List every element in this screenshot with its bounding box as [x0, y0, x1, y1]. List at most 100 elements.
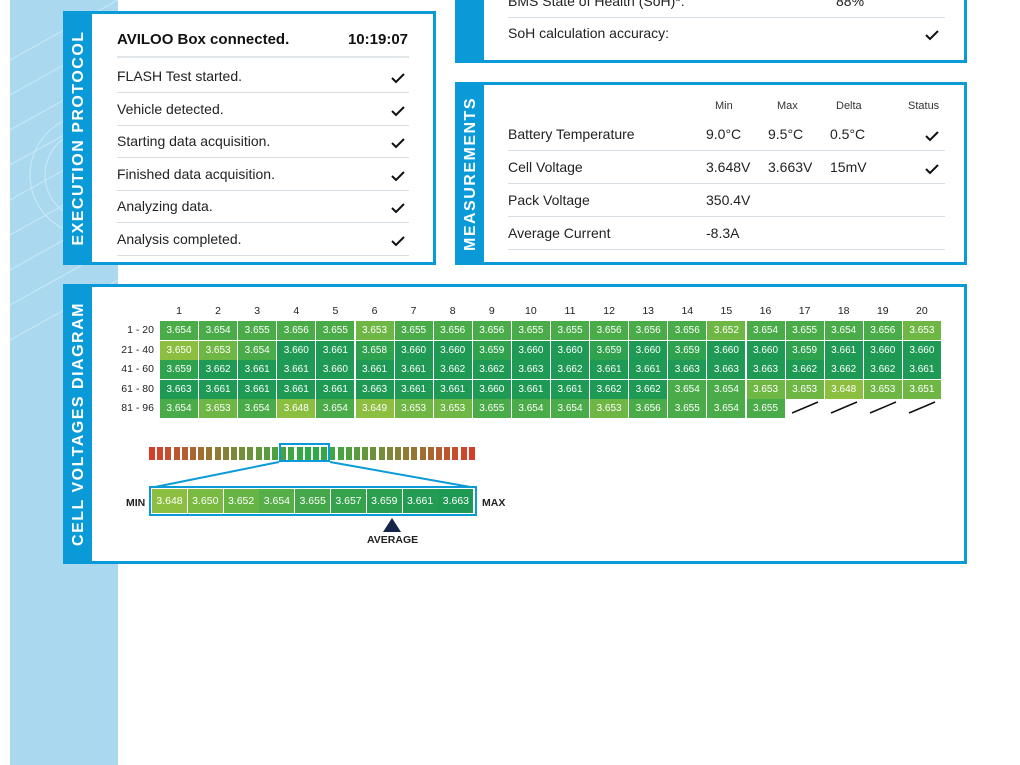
cell-row: 3.654 3.654 3.655 3.656 3.655 3.653 3.655 3.656…: [160, 321, 942, 340]
scale-value: 3.648: [152, 489, 187, 513]
scale-segment: [468, 447, 475, 460]
step-check-icon: [391, 105, 405, 116]
scale-value: 3.652: [223, 489, 259, 513]
scale-segment: [436, 447, 442, 460]
cell-voltage: 3.654: [551, 399, 589, 419]
cell-voltage: 3.661: [590, 360, 629, 380]
cell-voltage: 3.659: [472, 340, 511, 360]
scale-value: 3.654: [259, 489, 295, 513]
cell-voltage: 3.652: [707, 321, 746, 340]
protocol-step-row: Analysis completed.: [117, 223, 409, 256]
scale-value: 3.657: [331, 489, 366, 513]
cell-voltage: 3.661: [511, 379, 550, 399]
cell-row-label: 81 - 96: [121, 402, 154, 415]
cell-voltage: 3.660: [863, 340, 902, 360]
scale-segment: [247, 447, 254, 460]
cell-voltage: 3.654: [238, 340, 277, 360]
cell-voltage: 3.661: [277, 379, 316, 399]
cell-voltage: 3.663: [355, 379, 394, 399]
cell-voltage: 3.663: [511, 360, 550, 380]
scale-value: 3.661: [402, 489, 438, 513]
cell-voltage: 3.659: [668, 340, 707, 360]
cell-voltage: 3.659: [160, 360, 198, 380]
protocol-step-label: Starting data acquisition.: [117, 133, 271, 149]
cell-row-label: 21 - 40: [121, 343, 154, 356]
cell-voltage: 3.661: [433, 379, 472, 399]
step-check-icon: [391, 73, 405, 84]
column-number: 6: [371, 305, 378, 317]
cell-row: 3.659 3.662 3.661 3.661 3.660 3.661 3.661 3.662…: [160, 360, 942, 380]
column-number: 19: [876, 305, 889, 317]
cell-voltage: 3.662: [472, 360, 511, 380]
cell-voltage: 3.660: [902, 340, 941, 360]
scale-segment: [452, 447, 459, 460]
cell-voltage: 3.656: [472, 321, 511, 340]
cell-voltage: 3.661: [355, 360, 394, 380]
scale-segment: [296, 447, 303, 460]
empty-cell-slash-icon: [908, 401, 936, 415]
col-header-status: Status: [908, 100, 940, 112]
cell-voltage: 3.648: [824, 379, 863, 399]
cell-voltage: 3.653: [902, 321, 941, 340]
measurement-label: Pack Voltage: [508, 192, 590, 208]
cell-voltage: 3.662: [629, 379, 668, 399]
measurement-label: Cell Voltage: [508, 159, 583, 175]
scale-segment: [190, 447, 196, 460]
empty-cell-slash-icon: [791, 401, 818, 415]
scale-segment: [378, 447, 385, 460]
col-header-delta: Delta: [836, 100, 862, 112]
cell-voltage: 3.660: [316, 360, 355, 380]
scale-segment: [419, 447, 426, 460]
scale-max-label: MAX: [482, 497, 506, 509]
scale-segment: [370, 447, 377, 460]
cell-voltage: 3.655: [785, 321, 824, 340]
measurement-min: -8.3A: [706, 225, 740, 241]
cell-voltage: 3.653: [433, 399, 472, 419]
column-number: 2: [215, 305, 222, 317]
soh-tab: [458, 0, 484, 60]
execution-protocol-panel: EXECUTION PROTOCOL AVILOO Box connected.…: [63, 11, 436, 265]
cell-voltage: 3.662: [433, 360, 472, 380]
scale-value: 3.650: [187, 489, 223, 513]
cell-voltage: 3.660: [707, 340, 746, 360]
scale-segment: [263, 447, 270, 460]
cell-voltage: 3.655: [238, 321, 277, 340]
scale-value: 3.663: [438, 489, 474, 513]
cell-voltage: 3.654: [707, 399, 746, 419]
measurements-title: MEASUREMENTS: [462, 96, 479, 251]
scale-segment: [198, 447, 205, 460]
measurement-row: Pack Voltage 350.4V: [508, 184, 945, 217]
cell-voltage: 3.662: [590, 379, 629, 399]
protocol-header-divider: [117, 56, 409, 58]
cell-voltage: 3.654: [199, 321, 238, 340]
column-number: 5: [332, 305, 339, 317]
cell-voltage: 3.649: [355, 399, 394, 419]
cell-voltage: 3.660: [511, 340, 550, 360]
scale-segment: [165, 447, 172, 460]
scale-segment: [395, 447, 401, 460]
protocol-step-row: Finished data acquisition.: [117, 158, 409, 191]
cell-voltage: 3.661: [277, 360, 316, 380]
column-number: 3: [254, 305, 261, 317]
column-number: 4: [293, 305, 300, 317]
scale-segment: [329, 447, 336, 460]
cell-voltage: 3.660: [746, 340, 785, 360]
scale-segment: [460, 447, 467, 460]
protocol-step-label: Vehicle detected.: [117, 100, 224, 117]
cell-voltage: 3.660: [394, 340, 433, 360]
cell-voltage: 3.661: [824, 340, 863, 360]
column-number: 20: [916, 305, 928, 317]
scale-segment: [321, 447, 328, 460]
column-number: 18: [837, 305, 850, 317]
soh-accuracy-label: SoH calculation accuracy:: [508, 25, 670, 41]
scale-value: 3.655: [295, 489, 331, 513]
step-check-icon: [391, 235, 405, 246]
cell-voltage: 3.656: [668, 321, 707, 340]
soh-value: 88%: [836, 0, 865, 9]
measurement-check-icon: [925, 131, 939, 142]
scale-min-label: MIN: [126, 497, 146, 509]
cell-voltage: 3.655: [668, 399, 707, 419]
protocol-step-row: Vehicle detected.: [117, 93, 409, 126]
scale-segment: [280, 447, 287, 460]
step-check-icon: [391, 170, 405, 181]
